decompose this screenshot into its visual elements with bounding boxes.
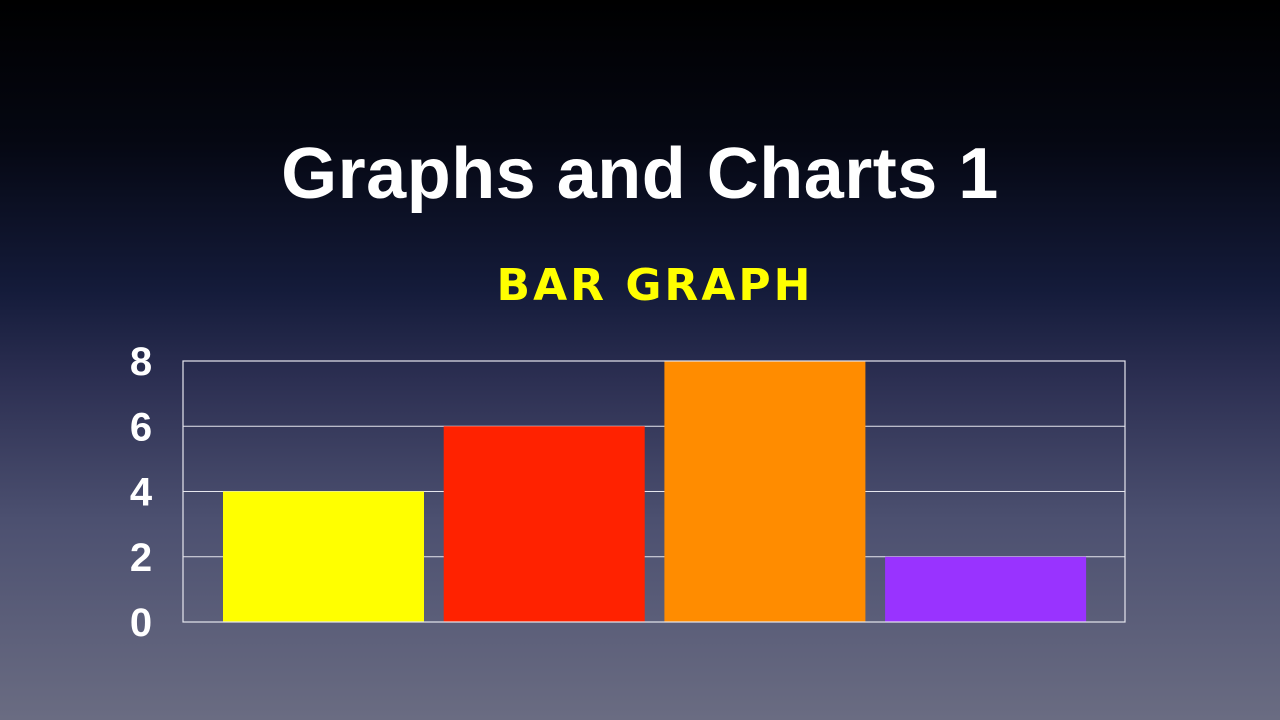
- slide-title: Graphs and Charts 1: [281, 134, 999, 214]
- bar-4: [885, 556, 1087, 622]
- y-tick-label-6: 6: [130, 405, 152, 449]
- bar-1: [223, 491, 424, 622]
- bars: [223, 361, 1087, 622]
- bar-3: [664, 361, 866, 622]
- y-tick-label-8: 8: [130, 340, 152, 384]
- y-axis-ticks: 0 2 4 6 8: [130, 340, 153, 645]
- y-tick-label-4: 4: [130, 471, 153, 515]
- bar-2: [443, 426, 645, 622]
- chart-title: BAR GRAPH: [496, 260, 814, 311]
- plot-frame: [182, 360, 1126, 623]
- y-tick-label-0: 0: [130, 601, 152, 645]
- y-tick-label-2: 2: [130, 536, 152, 580]
